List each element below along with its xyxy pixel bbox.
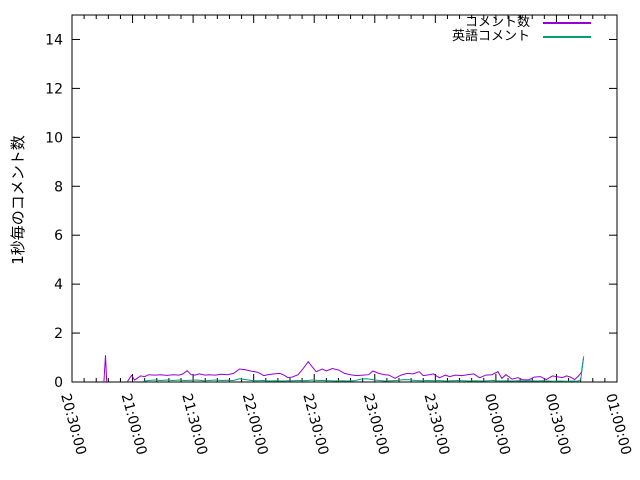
- y-tick-label: 0: [54, 375, 63, 391]
- legend-line-sample-comment-count: [543, 22, 591, 24]
- legend-entry-comment-count: コメント数: [452, 16, 591, 30]
- x-tick-label: 01:00:00: [602, 392, 634, 457]
- y-axis-ticks: 0 2 4 6 8 10 12 14: [45, 32, 617, 391]
- y-tick-label: 14: [45, 32, 63, 48]
- x-tick-label: 23:30:00: [420, 392, 452, 457]
- y-tick-label: 6: [54, 228, 63, 244]
- legend-entry-english-comments: 英語コメント: [452, 30, 591, 44]
- legend-line-sample-english-comments: [543, 36, 591, 38]
- legend-label-english-comments: 英語コメント: [451, 29, 530, 44]
- plot-border: [71, 14, 618, 383]
- series-comment-count-line: [103, 355, 584, 383]
- x-tick-label: 21:00:00: [118, 392, 150, 457]
- y-tick-label: 10: [45, 130, 63, 146]
- x-tick-label: 22:30:00: [299, 392, 331, 457]
- y-tick-label: 12: [45, 81, 63, 97]
- x-tick-label: 00:00:00: [481, 392, 513, 457]
- series-english-comments-line: [142, 356, 585, 382]
- x-tick-label: 00:30:00: [542, 392, 574, 457]
- y-axis-title: 1秒毎のコメント数: [9, 135, 27, 265]
- x-axis-ticks: [71, 15, 618, 382]
- x-tick-label: 21:30:00: [178, 392, 210, 457]
- x-tick-label: 23:00:00: [360, 392, 392, 457]
- y-tick-label: 8: [54, 179, 63, 195]
- x-tick-label: 22:00:00: [239, 392, 271, 457]
- y-tick-label: 4: [54, 277, 63, 293]
- x-tick-label: 20:30:00: [57, 392, 89, 457]
- x-axis-labels: 20:30:00 21:00:00 21:30:00 22:00:00 22:30:00…: [57, 392, 634, 457]
- legend-label-comment-count: コメント数: [464, 15, 530, 30]
- y-tick-label: 2: [54, 326, 63, 342]
- legend: コメント数 英語コメント: [452, 16, 591, 44]
